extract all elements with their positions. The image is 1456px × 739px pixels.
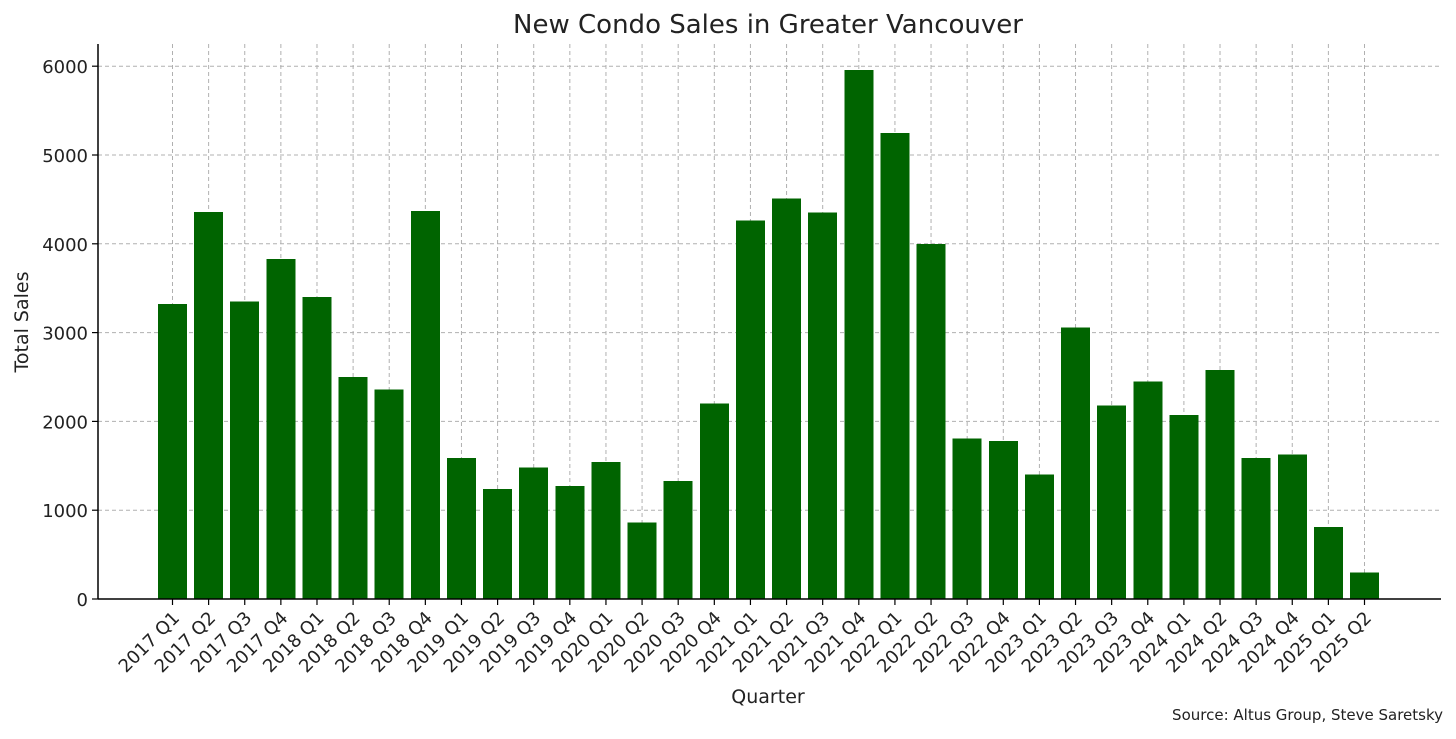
x-axis-label: Quarter bbox=[731, 686, 805, 708]
source-note: Source: Altus Group, Steve Saretsky bbox=[1172, 706, 1443, 724]
bar-2024-q3 bbox=[1241, 457, 1271, 599]
bar-2018-q2 bbox=[338, 377, 368, 599]
bars-layer bbox=[158, 69, 1379, 600]
bar-2020-q4 bbox=[699, 403, 729, 599]
bar-2019-q4 bbox=[555, 486, 585, 599]
bar-2025-q1 bbox=[1313, 527, 1343, 599]
y-tick-label: 0 bbox=[77, 590, 88, 611]
y-ticks: 0 1000 2000 3000 4000 5000 6000 bbox=[42, 57, 98, 611]
bar-2022-q3 bbox=[952, 438, 982, 599]
bar-2022-q1 bbox=[880, 132, 910, 600]
y-tick-label: 1000 bbox=[42, 501, 88, 522]
axes-layer bbox=[97, 44, 1441, 600]
grid-layer bbox=[98, 44, 1441, 599]
bar-2017-q2 bbox=[194, 211, 224, 599]
bar-2020-q1 bbox=[591, 462, 621, 599]
bar-2023-q1 bbox=[1024, 474, 1054, 599]
bar-2024-q1 bbox=[1169, 415, 1199, 599]
bar-2023-q2 bbox=[1061, 327, 1091, 599]
bar-2022-q4 bbox=[988, 440, 1018, 599]
y-tick-label: 5000 bbox=[42, 146, 88, 167]
bar-2020-q3 bbox=[663, 480, 693, 599]
bar-2019-q3 bbox=[519, 467, 549, 599]
bar-2018-q1 bbox=[302, 297, 332, 599]
y-axis-label: Total Sales bbox=[11, 272, 33, 374]
bar-2019-q1 bbox=[446, 457, 476, 599]
bar-2023-q4 bbox=[1133, 381, 1163, 599]
bar-2021-q2 bbox=[772, 198, 802, 599]
y-tick-label: 6000 bbox=[42, 57, 88, 78]
bar-2021-q4 bbox=[844, 69, 874, 599]
bar-2018-q4 bbox=[410, 210, 440, 599]
chart-title: New Condo Sales in Greater Vancouver bbox=[513, 10, 1023, 40]
bar-2024-q2 bbox=[1205, 369, 1235, 599]
bar-2017-q1 bbox=[158, 304, 187, 599]
bar-2018-q3 bbox=[374, 389, 404, 599]
bar-2019-q2 bbox=[483, 488, 513, 599]
bar-2025-q2 bbox=[1350, 572, 1379, 599]
bar-2017-q3 bbox=[230, 301, 260, 599]
bar-2017-q4 bbox=[266, 258, 296, 599]
y-tick-label: 4000 bbox=[42, 235, 88, 256]
bar-2021-q1 bbox=[735, 220, 765, 599]
y-tick-label: 2000 bbox=[42, 412, 88, 433]
bar-2020-q2 bbox=[627, 522, 657, 599]
y-tick-label: 3000 bbox=[42, 324, 88, 345]
bar-2024-q4 bbox=[1277, 454, 1307, 599]
bar-2023-q3 bbox=[1097, 405, 1127, 599]
bar-2022-q2 bbox=[916, 243, 946, 600]
bar-2021-q3 bbox=[808, 212, 838, 599]
